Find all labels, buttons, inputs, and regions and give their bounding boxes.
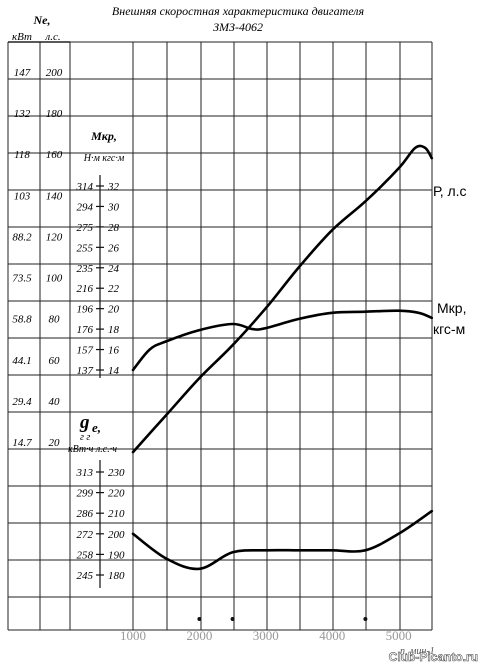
power-tick-hp: 200 — [46, 67, 63, 79]
power-tick-kw: 14.7 — [12, 437, 32, 449]
curves — [131, 144, 434, 571]
torque-tick-kgf: 16 — [108, 345, 120, 357]
power-tick-hp: 120 — [46, 231, 63, 243]
legend-torque-line2: кгс-м — [433, 321, 465, 337]
ge-tick-g-hph: 230 — [108, 467, 125, 479]
ge-tick-g-kwh: 245 — [77, 570, 94, 582]
x-tick-label: 3000 — [253, 628, 279, 643]
torque-tick-nm: 294 — [77, 201, 94, 213]
x-marker-dot — [363, 617, 368, 621]
x-tick-label: 2000 — [186, 628, 212, 643]
power-axis-label: Ne, — [33, 13, 51, 27]
power-axis-unit-kw: кВт — [12, 31, 32, 43]
x-tick-label: 4000 — [319, 628, 345, 643]
power-axis-unit-hp: л.с. — [44, 31, 60, 43]
x-tick-label: 5000 — [386, 628, 412, 643]
legend-torque-line1: Мкр, — [437, 300, 466, 316]
torque-tick-nm: 137 — [77, 365, 94, 377]
torque-tick-nm: 176 — [77, 324, 94, 336]
power-tick-kw: 73.5 — [12, 273, 32, 285]
chart-subtitle: ЗМЗ-4062 — [213, 20, 263, 34]
grid — [7, 41, 433, 631]
torque-tick-kgf: 18 — [108, 324, 120, 336]
torque-tick-nm: 235 — [77, 263, 94, 275]
ge-tick-g-kwh: 286 — [77, 508, 94, 520]
torque-tick-kgf: 20 — [108, 304, 120, 316]
torque-tick-nm: 275 — [77, 222, 94, 234]
chart-title: Внешняя скоростная характеристика двигат… — [112, 4, 365, 18]
ge-tick-g-kwh: 272 — [77, 529, 94, 541]
power-tick-kw: 147 — [14, 67, 31, 79]
power-tick-hp: 80 — [49, 314, 61, 326]
power-tick-hp: 140 — [46, 190, 63, 202]
torque-axis-label: Мкр, — [90, 129, 117, 143]
x-marker-dot — [197, 617, 202, 621]
axis-ticks: 147 200 132 180 118 160 103 140 88.2 120 73.5 100 58… — [12, 67, 411, 643]
power-tick-hp: 180 — [46, 108, 63, 120]
power-curve — [131, 144, 434, 454]
ge-axis-label: g — [79, 412, 90, 433]
torque-tick-nm: 216 — [77, 283, 94, 295]
torque-tick-kgf: 14 — [108, 365, 120, 377]
ge-axis-subscript: e, — [92, 420, 101, 435]
power-tick-kw: 103 — [14, 190, 31, 202]
power-tick-kw: 29.4 — [12, 396, 32, 408]
ge-axis-units: кВт·ч л.с.·ч — [68, 444, 117, 455]
torque-tick-kgf: 28 — [108, 222, 120, 234]
ge-tick-g-hph: 180 — [108, 570, 125, 582]
torque-tick-kgf: 24 — [108, 263, 120, 275]
power-tick-kw: 132 — [14, 108, 31, 120]
torque-tick-nm: 314 — [76, 181, 94, 193]
power-tick-kw: 88.2 — [12, 231, 32, 243]
torque-tick-nm: 157 — [77, 345, 94, 357]
power-tick-hp: 160 — [46, 149, 63, 161]
torque-tick-nm: 255 — [77, 242, 94, 254]
ge-tick-g-kwh: 313 — [76, 467, 94, 479]
ge-tick-g-hph: 200 — [108, 529, 125, 541]
power-tick-hp: 60 — [49, 355, 61, 367]
torque-axis-units: Н·м кгс·м — [83, 153, 125, 164]
torque-tick-kgf: 26 — [108, 242, 120, 254]
ge-tick-g-hph: 210 — [108, 508, 125, 520]
power-tick-kw: 118 — [14, 149, 30, 161]
watermark: Club-Picanto.ru — [389, 650, 478, 664]
torque-curve — [131, 309, 434, 372]
power-tick-hp: 100 — [46, 273, 63, 285]
ge-tick-g-hph: 190 — [108, 549, 125, 561]
torque-tick-nm: 196 — [77, 304, 94, 316]
torque-tick-kgf: 32 — [107, 181, 120, 193]
ge-tick-g-hph: 220 — [108, 488, 125, 500]
x-tick-label: 1000 — [120, 628, 146, 643]
power-tick-kw: 44.1 — [12, 355, 31, 367]
power-tick-kw: 58.8 — [12, 314, 32, 326]
torque-tick-kgf: 30 — [107, 201, 120, 213]
legend-power: Р, л.с — [433, 183, 467, 199]
ge-curve — [131, 509, 434, 571]
ge-axis-superscript: г г — [80, 432, 90, 443]
power-tick-hp: 20 — [49, 437, 61, 449]
ge-tick-g-kwh: 258 — [77, 549, 94, 561]
x-marker-dot — [230, 617, 235, 621]
ge-tick-g-kwh: 299 — [77, 488, 94, 500]
torque-tick-kgf: 22 — [108, 283, 120, 295]
x-axis-label: n, мин-1 — [400, 646, 435, 657]
power-tick-hp: 40 — [49, 396, 61, 408]
